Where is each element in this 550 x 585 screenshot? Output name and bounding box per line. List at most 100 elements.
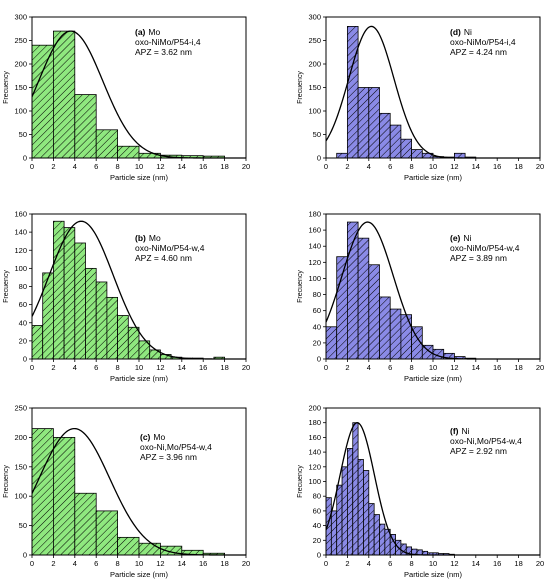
y-tick-label: 250 bbox=[308, 36, 321, 45]
panel-annotation-title: (a) Mo bbox=[135, 27, 160, 37]
x-tick-label: 20 bbox=[242, 363, 250, 372]
x-tick-label: 18 bbox=[514, 559, 522, 568]
x-tick-label: 0 bbox=[30, 559, 34, 568]
x-tick-label: 6 bbox=[94, 162, 98, 171]
histogram-bar bbox=[379, 296, 391, 360]
panel-apz: APZ = 4.60 nm bbox=[135, 253, 192, 263]
panel-letter: (c) bbox=[140, 432, 151, 442]
x-tick-label: 12 bbox=[156, 559, 164, 568]
x-tick-label: 6 bbox=[388, 162, 392, 171]
y-tick-label: 80 bbox=[313, 290, 321, 299]
histogram-bar bbox=[31, 428, 54, 556]
y-tick-label: 200 bbox=[308, 60, 321, 69]
x-tick-label: 2 bbox=[345, 162, 349, 171]
x-tick-label: 18 bbox=[220, 559, 228, 568]
y-axis-label: Frecuency bbox=[297, 270, 304, 303]
y-tick-label: 160 bbox=[14, 210, 27, 219]
histogram-bar bbox=[117, 536, 140, 556]
histogram-bar bbox=[53, 436, 76, 556]
histogram-bar bbox=[379, 112, 391, 159]
x-tick-label: 18 bbox=[220, 162, 228, 171]
y-tick-label: 0 bbox=[23, 551, 27, 560]
histogram-bar bbox=[357, 87, 370, 159]
x-tick-label: 10 bbox=[135, 363, 143, 372]
y-tick-label: 200 bbox=[14, 60, 27, 69]
x-tick-label: 10 bbox=[429, 559, 437, 568]
x-tick-label: 20 bbox=[536, 162, 544, 171]
histogram-bar bbox=[336, 484, 343, 556]
x-tick-label: 16 bbox=[199, 559, 207, 568]
y-tick-label: 40 bbox=[313, 322, 321, 331]
x-tick-label: 0 bbox=[324, 162, 328, 171]
x-tick-label: 18 bbox=[514, 162, 522, 171]
x-tick-label: 14 bbox=[178, 162, 186, 171]
x-tick-label: 18 bbox=[220, 363, 228, 372]
y-tick-label: 50 bbox=[19, 130, 27, 139]
panel-annotation-title: (b) Mo bbox=[135, 233, 161, 243]
x-tick-label: 4 bbox=[73, 559, 77, 568]
x-axis-label: Particle size (nm) bbox=[110, 173, 168, 182]
x-tick-label: 12 bbox=[450, 162, 458, 171]
x-tick-label: 20 bbox=[536, 559, 544, 568]
x-tick-label: 16 bbox=[199, 363, 207, 372]
y-tick-label: 150 bbox=[308, 83, 321, 92]
histogram-bar bbox=[74, 492, 97, 556]
panel-c: 0 2 4 6 8 10 12 14 16 18 20050100150200250Particle… bbox=[3, 404, 250, 580]
panel-element: Mo bbox=[148, 27, 160, 37]
y-axis-label: Frecuency bbox=[297, 71, 304, 104]
y-tick-label: 120 bbox=[14, 246, 27, 255]
panel-f: 0 2 4 6 8 10 12 14 16 18 2002040608010012014016018… bbox=[297, 404, 544, 580]
histogram-bar bbox=[53, 30, 76, 159]
histogram-bar bbox=[330, 510, 338, 556]
x-tick-label: 2 bbox=[51, 162, 55, 171]
x-tick-label: 8 bbox=[410, 162, 414, 171]
histogram-bar bbox=[357, 459, 364, 556]
histogram-bar bbox=[389, 124, 402, 159]
x-axis-label: Particle size (nm) bbox=[404, 570, 462, 579]
histogram-bar bbox=[127, 326, 140, 360]
panel-element: Mo bbox=[153, 432, 165, 442]
y-tick-label: 150 bbox=[14, 462, 27, 471]
panel-sample-name: oxo-NiMo/P54-w,4 bbox=[450, 243, 520, 253]
x-tick-label: 12 bbox=[450, 559, 458, 568]
panel-annotation-title: (e) Ni bbox=[450, 233, 472, 243]
y-tick-label: 200 bbox=[308, 404, 321, 413]
x-tick-label: 0 bbox=[324, 363, 328, 372]
x-tick-label: 14 bbox=[472, 559, 480, 568]
y-tick-label: 180 bbox=[308, 418, 321, 427]
x-tick-label: 14 bbox=[472, 162, 480, 171]
panel-apz: APZ = 4.24 nm bbox=[450, 47, 507, 57]
y-tick-label: 140 bbox=[308, 242, 321, 251]
x-axis-label: Particle size (nm) bbox=[404, 374, 462, 383]
x-tick-label: 8 bbox=[116, 559, 120, 568]
y-tick-label: 140 bbox=[308, 448, 321, 457]
histogram-bar bbox=[363, 470, 370, 556]
panel-apz: APZ = 2.92 nm bbox=[450, 446, 507, 456]
x-tick-label: 4 bbox=[367, 162, 371, 171]
x-tick-label: 16 bbox=[199, 162, 207, 171]
x-tick-label: 2 bbox=[51, 559, 55, 568]
x-tick-label: 2 bbox=[51, 363, 55, 372]
histogram-bar bbox=[368, 264, 380, 360]
panel-element: Ni bbox=[463, 233, 471, 243]
x-tick-label: 16 bbox=[493, 363, 501, 372]
y-tick-label: 50 bbox=[313, 130, 321, 139]
panel-apz: APZ = 3.89 nm bbox=[450, 253, 507, 263]
panel-letter: (f) bbox=[450, 426, 459, 436]
y-tick-label: 20 bbox=[313, 536, 321, 545]
panel-annotation-title: (d) Ni bbox=[450, 27, 472, 37]
y-tick-label: 200 bbox=[14, 433, 27, 442]
x-tick-label: 4 bbox=[73, 363, 77, 372]
y-tick-label: 0 bbox=[317, 355, 321, 364]
x-tick-label: 0 bbox=[30, 162, 34, 171]
y-tick-label: 0 bbox=[317, 154, 321, 163]
y-tick-label: 0 bbox=[23, 355, 27, 364]
y-tick-label: 250 bbox=[14, 404, 27, 413]
x-tick-label: 14 bbox=[178, 363, 186, 372]
y-tick-label: 100 bbox=[14, 492, 27, 501]
x-tick-label: 2 bbox=[345, 559, 349, 568]
y-tick-label: 80 bbox=[19, 282, 27, 291]
x-tick-label: 20 bbox=[242, 162, 250, 171]
y-tick-label: 80 bbox=[313, 492, 321, 501]
y-tick-label: 50 bbox=[19, 521, 27, 530]
